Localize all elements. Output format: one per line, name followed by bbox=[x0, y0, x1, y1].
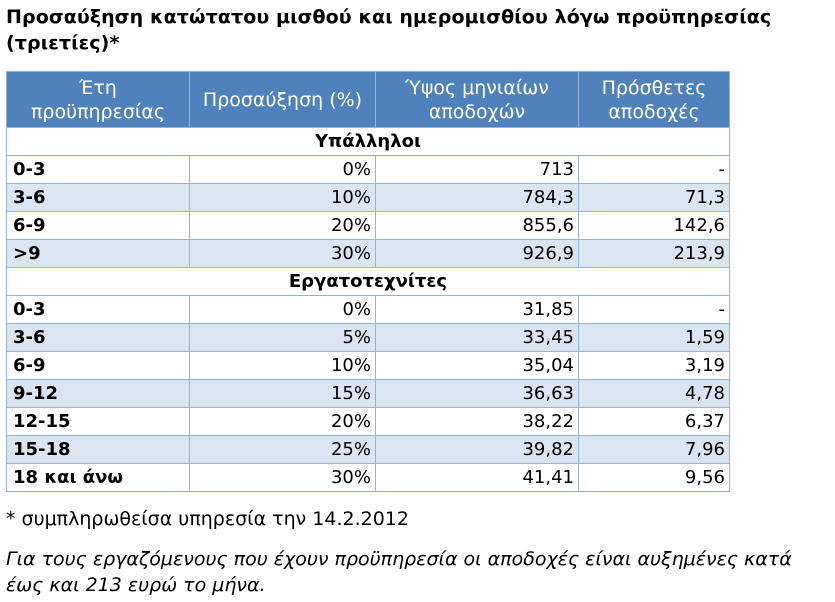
table-row: 9-12 15% 36,63 4,78 bbox=[6, 379, 730, 408]
cell-increase: 25% bbox=[189, 435, 376, 464]
header-increase: Προσαύξηση (%) bbox=[189, 71, 376, 128]
cell-years: 18 και άνω bbox=[6, 463, 190, 492]
cell-increase: 10% bbox=[189, 183, 376, 212]
cell-years: 0-3 bbox=[6, 295, 190, 324]
cell-extra-pay: 4,78 bbox=[578, 379, 730, 408]
table-body: Υπάλληλοι 0-3 0% 713-3-6 10% 784,3 71,3 6-9 20% 8… bbox=[6, 127, 730, 492]
section-title: Εργατοτεχνίτες bbox=[6, 267, 730, 296]
cell-extra-pay: 142,6 bbox=[578, 211, 730, 240]
table-row: 6-9 10% 35,04 3,19 bbox=[6, 351, 730, 380]
header-monthly-pay: Ύψος μηνιαίων αποδοχών bbox=[375, 71, 579, 128]
table-row: 0-3 0% 31,85- bbox=[6, 295, 730, 324]
header-years: Έτη προϋπηρεσίας bbox=[6, 71, 190, 128]
cell-monthly-pay: 36,63 bbox=[375, 379, 579, 408]
section-row: Υπάλληλοι bbox=[6, 127, 730, 156]
cell-extra-pay: - bbox=[578, 155, 730, 184]
cell-extra-pay: 71,3 bbox=[578, 183, 730, 212]
cell-monthly-pay: 926,9 bbox=[375, 239, 579, 268]
cell-increase: 0% bbox=[189, 295, 376, 324]
salary-table: Έτη προϋπηρεσίας Προσαύξηση (%) Ύψος μην… bbox=[6, 71, 730, 492]
cell-monthly-pay: 784,3 bbox=[375, 183, 579, 212]
cell-monthly-pay: 33,45 bbox=[375, 323, 579, 352]
cell-years: 0-3 bbox=[6, 155, 190, 184]
cell-increase: 10% bbox=[189, 351, 376, 380]
cell-increase: 0% bbox=[189, 155, 376, 184]
table-row: 12-15 20% 38,22 6,37 bbox=[6, 407, 730, 436]
cell-extra-pay: 213,9 bbox=[578, 239, 730, 268]
cell-monthly-pay: 35,04 bbox=[375, 351, 579, 380]
cell-increase: 30% bbox=[189, 463, 376, 492]
cell-monthly-pay: 38,22 bbox=[375, 407, 579, 436]
cell-monthly-pay: 41,41 bbox=[375, 463, 579, 492]
cell-monthly-pay: 31,85 bbox=[375, 295, 579, 324]
cell-monthly-pay: 855,6 bbox=[375, 211, 579, 240]
note-paragraph: Για τους εργαζόμενους που έχουν προϋπηρε… bbox=[6, 548, 792, 596]
cell-years: 12-15 bbox=[6, 407, 190, 436]
document-title: Προσαύξηση κατώτατου μισθού και ημερομισ… bbox=[6, 6, 772, 54]
cell-extra-pay: 7,96 bbox=[578, 435, 730, 464]
cell-years: 9-12 bbox=[6, 379, 190, 408]
footnote: * συμπληρωθείσα υπηρεσία την 14.2.2012 bbox=[6, 508, 409, 530]
cell-years: 3-6 bbox=[6, 183, 190, 212]
table-row: 0-3 0% 713- bbox=[6, 155, 730, 184]
table-row: 3-6 10% 784,3 71,3 bbox=[6, 183, 730, 212]
cell-monthly-pay: 39,82 bbox=[375, 435, 579, 464]
cell-increase: 20% bbox=[189, 407, 376, 436]
cell-increase: 15% bbox=[189, 379, 376, 408]
cell-extra-pay: 6,37 bbox=[578, 407, 730, 436]
cell-years: 3-6 bbox=[6, 323, 190, 352]
table-row: 6-9 20% 855,6 142,6 bbox=[6, 211, 730, 240]
table-header: Έτη προϋπηρεσίας Προσαύξηση (%) Ύψος μην… bbox=[6, 71, 730, 128]
cell-increase: 20% bbox=[189, 211, 376, 240]
table-row: 18 και άνω 30% 41,41 9,56 bbox=[6, 463, 730, 492]
cell-years: 6-9 bbox=[6, 211, 190, 240]
cell-extra-pay: 3,19 bbox=[578, 351, 730, 380]
table-row: >9 30% 926,9 213,9 bbox=[6, 239, 730, 268]
header-row: Έτη προϋπηρεσίας Προσαύξηση (%) Ύψος μην… bbox=[6, 71, 730, 128]
cell-years: 15-18 bbox=[6, 435, 190, 464]
cell-extra-pay: - bbox=[578, 295, 730, 324]
section-row: Εργατοτεχνίτες bbox=[6, 267, 730, 296]
section-title: Υπάλληλοι bbox=[6, 127, 730, 156]
cell-extra-pay: 9,56 bbox=[578, 463, 730, 492]
cell-years: 6-9 bbox=[6, 351, 190, 380]
header-extra-pay: Πρόσθετες αποδοχές bbox=[578, 71, 730, 128]
cell-increase: 5% bbox=[189, 323, 376, 352]
table-row: 15-18 25% 39,82 7,96 bbox=[6, 435, 730, 464]
table-row: 3-6 5% 33,45 1,59 bbox=[6, 323, 730, 352]
cell-extra-pay: 1,59 bbox=[578, 323, 730, 352]
cell-years: >9 bbox=[6, 239, 190, 268]
cell-monthly-pay: 713 bbox=[375, 155, 579, 184]
cell-increase: 30% bbox=[189, 239, 376, 268]
